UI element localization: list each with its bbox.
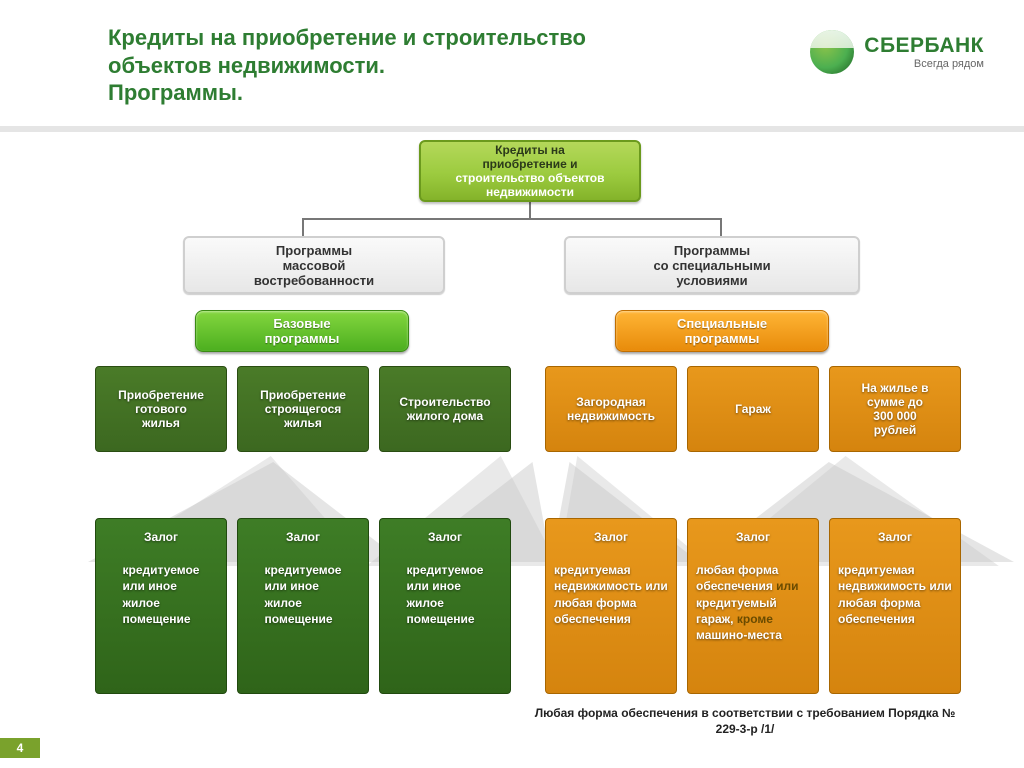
pledge-header: Залог	[594, 529, 628, 545]
pledge-orange-1: Залог кредитуемая недвижимость или любая…	[545, 518, 677, 694]
orange-card-1: Загороднаянедвижимость	[545, 366, 677, 452]
green-card-3: Строительствожилого дома	[379, 366, 511, 452]
footnote: Любая форма обеспечения в соответствии с…	[530, 706, 960, 737]
connector-line	[529, 202, 531, 218]
pledge-header: Залог	[144, 529, 178, 545]
pledge-header: Залог	[878, 529, 912, 545]
sberbank-logo: СБЕРБАНК Всегда рядом	[810, 30, 984, 74]
pledge-orange-2: Залог любая форма обеспечения или кредит…	[687, 518, 819, 694]
root-node: Кредиты на приобретение и строительство …	[419, 140, 641, 202]
gray-box-mass: Программымассовойвостребованности	[183, 236, 445, 294]
green-card-2: Приобретениестроящегосяжилья	[237, 366, 369, 452]
pledge-body: кредитуемоеили иноежилоепомещение	[407, 562, 484, 627]
root-l3: строительство объектов	[455, 171, 604, 185]
pledge-body-mixed: любая форма обеспечения или кредитуемый …	[696, 562, 810, 643]
pledge-header: Залог	[286, 529, 320, 545]
connector-line	[302, 218, 722, 220]
logo-icon	[810, 30, 854, 74]
t-accent: или	[776, 579, 798, 593]
logo-name: СБЕРБАНК	[864, 34, 984, 58]
t: любая форма обеспечения	[696, 563, 778, 593]
gray-box-special: Программысо специальнымиусловиями	[564, 236, 860, 294]
slide-title: Кредиты на приобретение и строительство …	[108, 24, 628, 107]
orange-card-2: Гараж	[687, 366, 819, 452]
pledge-green-1: Залог кредитуемоеили иноежилоепомещение	[95, 518, 227, 694]
pledge-orange-3: Залог кредитуемая недвижимость или любая…	[829, 518, 961, 694]
logo-text-block: СБЕРБАНК Всегда рядом	[864, 34, 984, 70]
green-card-1: Приобретениеготовогожилья	[95, 366, 227, 452]
t-accent: кроме	[737, 612, 773, 626]
root-l1: Кредиты на	[495, 143, 565, 157]
pledge-body: кредитуемоеили иноежилоепомещение	[265, 562, 342, 627]
connector-line	[302, 218, 304, 236]
slide: Кредиты на приобретение и строительство …	[0, 0, 1024, 768]
pledge-body: кредитуемая недвижимость или любая форма…	[554, 562, 668, 627]
orange-card-3: На жилье всумме до300 000рублей	[829, 366, 961, 452]
pledge-header: Залог	[428, 529, 462, 545]
pledge-body: кредитуемоеили иноежилоепомещение	[123, 562, 200, 627]
root-l4: недвижимости	[486, 185, 574, 199]
pledge-green-3: Залог кредитуемоеили иноежилоепомещение	[379, 518, 511, 694]
pledge-body: кредитуемая недвижимость или любая форма…	[838, 562, 952, 627]
pledge-header: Залог	[736, 529, 770, 545]
content-area: Кредиты на приобретение и строительство …	[0, 132, 1024, 768]
t: машино-места	[696, 628, 782, 642]
connector-line	[720, 218, 722, 236]
base-programs-green: Базовыепрограммы	[195, 310, 409, 352]
base-programs-orange: Специальныепрограммы	[615, 310, 829, 352]
page-number: 4	[0, 738, 40, 758]
root-l2: приобретение и	[482, 157, 577, 171]
pledge-green-2: Залог кредитуемоеили иноежилоепомещение	[237, 518, 369, 694]
logo-tagline: Всегда рядом	[864, 58, 984, 70]
